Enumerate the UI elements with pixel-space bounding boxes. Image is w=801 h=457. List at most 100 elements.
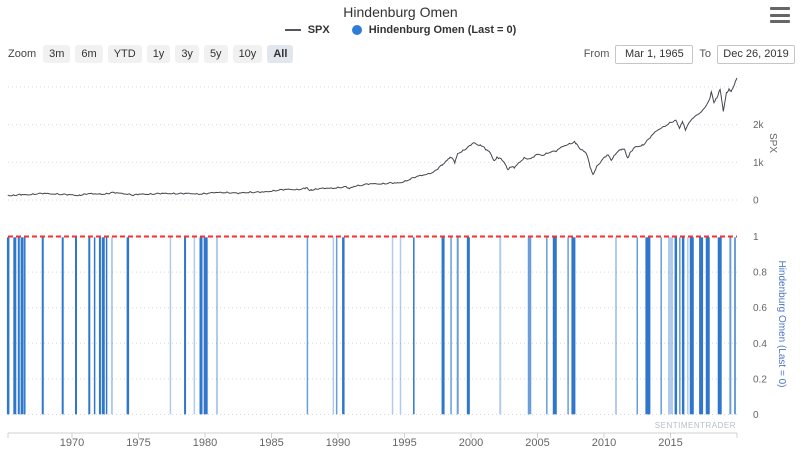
omen-signal-bar <box>215 237 218 415</box>
from-label: From <box>583 48 610 60</box>
to-label: To <box>699 48 711 60</box>
omen-signal-bar <box>674 237 678 415</box>
omen-signal-bar <box>567 237 569 415</box>
spx-axis-title: SPX <box>767 133 778 153</box>
zoom-buttons: Zoom 3m 6m YTD 1y 3y 5y 10y All <box>8 45 294 63</box>
line-marker-icon <box>284 29 301 31</box>
omen-signal-bar <box>466 237 470 415</box>
legend-item-spx[interactable]: SPX <box>284 24 330 36</box>
omen-signal-bar <box>6 237 10 415</box>
zoom-button-1y[interactable]: 1y <box>146 45 171 63</box>
hamburger-menu-icon[interactable] <box>770 7 790 23</box>
zoom-button-3y[interactable]: 3y <box>175 45 199 63</box>
omen-signal-bar <box>41 237 44 415</box>
omen-signal-bar <box>571 237 576 415</box>
omen-signal-bar <box>193 237 196 415</box>
spx-axis-label: 2k <box>753 120 765 131</box>
omen-signal-bar <box>527 237 532 415</box>
zoom-button-6m[interactable]: 6m <box>75 45 103 63</box>
omen-signal-bar <box>413 237 415 415</box>
range-selector-toolbar: Zoom 3m 6m YTD 1y 3y 5y 10y All From To <box>8 44 795 64</box>
omen-signal-bar <box>61 237 64 415</box>
spx-axis-label: 1k <box>753 158 765 169</box>
zoom-button-all[interactable]: All <box>267 45 294 63</box>
zoom-button-5y[interactable]: 5y <box>203 45 228 63</box>
x-axis-label: 1975 <box>126 437 150 449</box>
omen-signal-bar <box>17 237 20 415</box>
omen-signal-bar <box>729 237 732 415</box>
omen-signal-bar <box>88 237 91 415</box>
omen-signal-bar <box>184 237 187 415</box>
omen-signal-bar <box>450 237 452 415</box>
omen-signal-bar <box>645 237 651 415</box>
omen-signal-bar <box>203 237 208 415</box>
omen-signal-bar <box>614 237 617 415</box>
omen-signal-bar <box>20 237 24 415</box>
omen-signal-bar <box>101 237 105 415</box>
omen-axis-label: 1 <box>753 232 759 243</box>
x-axis-label: 1980 <box>193 437 217 449</box>
omen-signal-bar <box>687 237 689 415</box>
zoom-button-3m[interactable]: 3m <box>43 45 71 63</box>
date-range-inputs: From To <box>583 44 795 64</box>
omen-signal-bar <box>705 237 710 415</box>
omen-signal-bar <box>98 237 101 415</box>
omen-signal-bar <box>74 237 77 415</box>
omen-signal-bar <box>93 237 96 415</box>
from-date-input[interactable] <box>615 44 694 64</box>
legend-item-hindenburg-omen[interactable]: Hindenburg Omen (Last = 0) <box>351 24 517 36</box>
chart-title: Hindenburg Omen <box>343 4 458 20</box>
x-axis-label: 1990 <box>326 437 350 449</box>
omen-axis-label: 0.2 <box>753 374 767 385</box>
zoom-label: Zoom <box>8 48 37 60</box>
zoom-button-10y[interactable]: 10y <box>232 45 263 63</box>
omen-signal-bar <box>13 237 17 415</box>
omen-signal-bar <box>441 237 445 415</box>
omen-signal-bar <box>717 237 722 415</box>
omen-signal-bar <box>169 237 172 415</box>
x-axis-label: 2005 <box>525 437 549 449</box>
x-axis-label: 1970 <box>60 437 84 449</box>
omen-signal-bar <box>668 237 673 415</box>
omen-axis-label: 0.4 <box>753 339 767 350</box>
omen-signal-bar <box>456 237 459 415</box>
to-date-input[interactable] <box>717 44 795 64</box>
x-axis-label: 2000 <box>459 437 483 449</box>
omen-signal-bar <box>24 237 26 415</box>
omen-signal-bar <box>546 237 548 415</box>
omen-signal-bar <box>342 237 345 415</box>
x-axis-label: 1985 <box>259 437 283 449</box>
omen-axis-label: 0.8 <box>753 268 767 279</box>
omen-axis-label: 0.6 <box>753 303 767 314</box>
zoom-button-ytd[interactable]: YTD <box>107 45 142 63</box>
spx-axis-label: 0 <box>753 196 759 207</box>
omen-signal-bar <box>699 237 704 415</box>
legend-label: Hindenburg Omen (Last = 0) <box>368 24 517 36</box>
omen-axis-title: Hindenburg Omen (Last = 0) <box>776 260 787 387</box>
x-axis-label: 1995 <box>392 437 416 449</box>
watermark: SENTIMENTRADER <box>655 421 736 430</box>
legend: SPX Hindenburg Omen (Last = 0) <box>0 24 801 36</box>
omen-signal-bar <box>499 237 502 415</box>
omen-signal-bar <box>105 237 108 415</box>
omen-signal-bar <box>552 237 557 415</box>
omen-signal-bar <box>679 237 681 415</box>
omen-signal-bar <box>126 237 130 415</box>
omen-signal-bar <box>681 237 685 415</box>
omen-signal-bar <box>660 237 662 415</box>
omen-signal-bar <box>332 237 335 415</box>
omen-signal-bar <box>734 237 737 415</box>
omen-signal-bar <box>335 237 338 415</box>
omen-signal-bar <box>399 237 402 415</box>
omen-signal-bar <box>391 237 394 415</box>
omen-signal-bar <box>689 237 694 415</box>
omen-axis-label: 0 <box>753 410 759 421</box>
omen-signal-bar <box>199 237 203 415</box>
legend-label: SPX <box>307 24 330 36</box>
omen-signal-bar <box>306 237 309 415</box>
circle-marker-icon <box>351 25 362 35</box>
x-axis-label: 2010 <box>592 437 616 449</box>
omen-signal-bar <box>110 237 113 415</box>
